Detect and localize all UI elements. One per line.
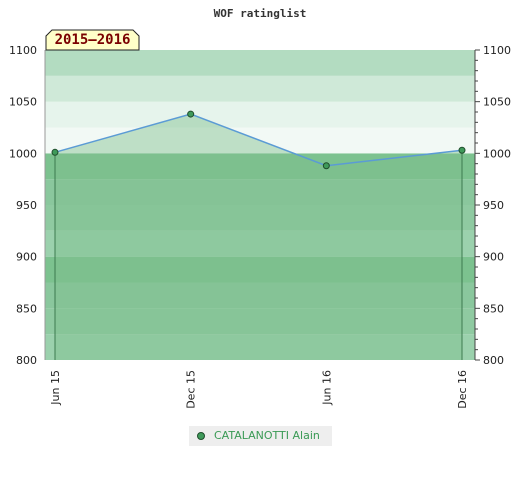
right-tick-label: 950	[483, 199, 504, 212]
season-badge: 2015–2016	[54, 32, 131, 48]
left-tick-label: 1100	[9, 44, 37, 57]
band-10	[45, 75, 475, 102]
x-axis: Jun 15 Dec 15 Jun 16 Dec 16	[49, 370, 469, 409]
left-tick-label: 1050	[9, 96, 37, 109]
data-points	[51, 110, 466, 170]
right-tick-label: 800	[483, 354, 504, 367]
data-point	[458, 146, 466, 154]
legend[interactable]: CATALANOTTI Alain	[189, 426, 332, 446]
band-4	[45, 230, 475, 257]
season-badge-shape	[45, 29, 140, 51]
x-tick-label: Jun 15	[49, 370, 62, 406]
band-2	[45, 282, 475, 309]
right-tick-label: 1100	[483, 44, 511, 57]
data-point	[187, 110, 195, 118]
left-tick-label: 850	[16, 302, 37, 315]
right-tick-label: 850	[483, 302, 504, 315]
legend-series-name: CATALANOTTI Alain	[214, 429, 320, 442]
right-y-axis: 800 850 900 950 1000 1050 1100	[474, 44, 511, 367]
background-bands	[45, 50, 475, 360]
band-3	[45, 256, 475, 283]
area-layer	[54, 113, 463, 360]
right-tick-label: 900	[483, 251, 504, 264]
left-tick-label: 950	[16, 199, 37, 212]
band-1	[45, 308, 475, 335]
band-5	[45, 205, 475, 231]
band-11	[45, 50, 475, 76]
right-tick-label: 1050	[483, 96, 511, 109]
right-tick-label: 1000	[483, 147, 511, 160]
data-point	[322, 162, 330, 170]
legend-marker-icon	[197, 432, 205, 440]
chart-title: WOF ratinglist	[214, 7, 307, 20]
band-9	[45, 101, 475, 128]
x-tick-label: Jun 16	[320, 370, 333, 406]
band-6	[45, 179, 475, 205]
data-point	[51, 148, 59, 156]
x-tick-label: Dec 16	[456, 370, 469, 409]
left-tick-label: 900	[16, 251, 37, 264]
band-0	[45, 334, 475, 360]
series-line	[54, 113, 463, 167]
series-area	[55, 114, 462, 360]
left-y-axis: 800 850 900 950 1000 1050 1100	[9, 44, 46, 367]
left-tick-label: 1000	[9, 147, 37, 160]
x-tick-label: Dec 15	[185, 370, 198, 409]
left-tick-label: 800	[16, 354, 37, 367]
